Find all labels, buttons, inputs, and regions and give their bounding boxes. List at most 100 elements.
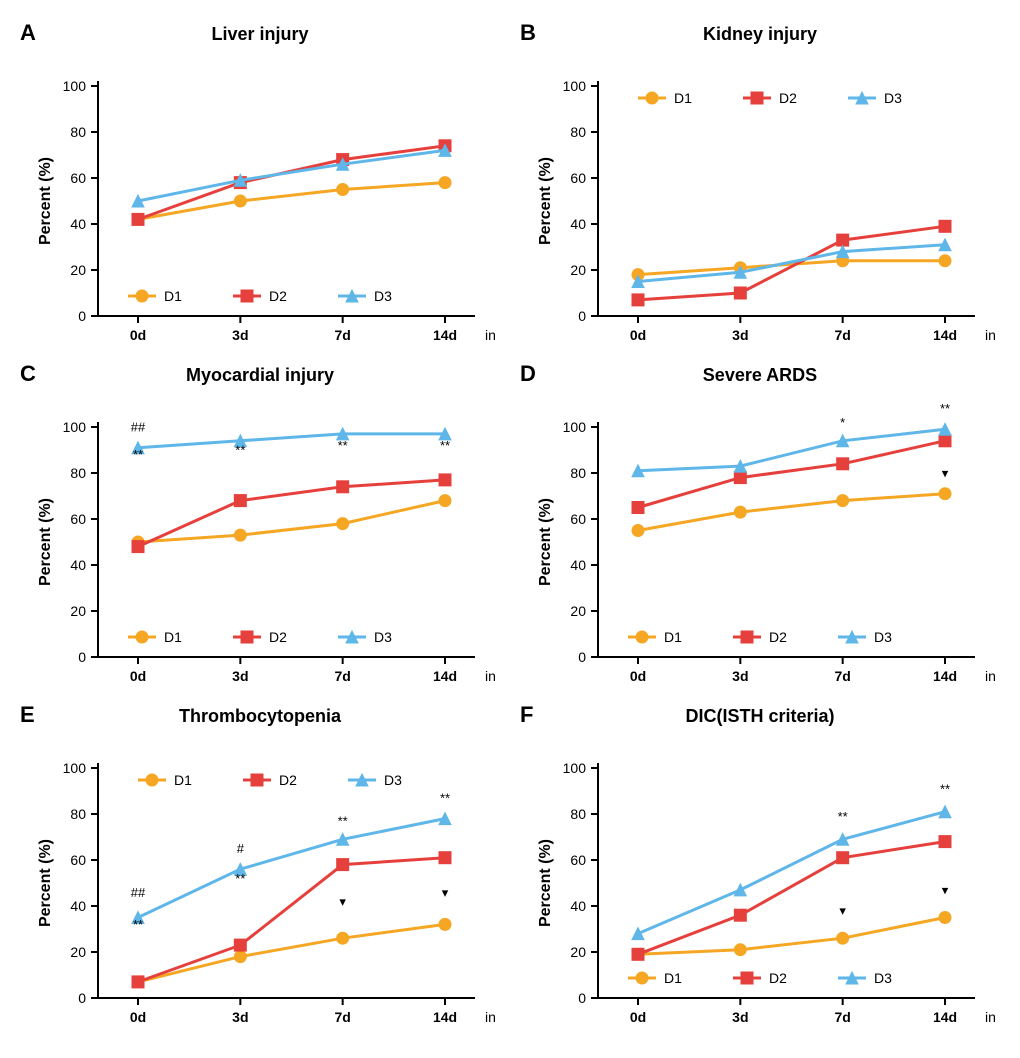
svg-text:3d: 3d	[732, 1009, 748, 1025]
legend: D1D2D3	[128, 629, 392, 645]
svg-text:Percent (%): Percent (%)	[37, 839, 54, 927]
svg-text:in ICU: in ICU	[485, 668, 500, 684]
svg-text:**: **	[338, 438, 348, 453]
chart-svg: 0204060801000d3d7d14din ICUPercent (%)##…	[20, 728, 500, 1058]
svg-text:0: 0	[578, 308, 586, 324]
panel-title: Severe ARDS	[520, 365, 1000, 386]
svg-text:60: 60	[570, 511, 586, 527]
svg-text:Percent (%): Percent (%)	[537, 157, 554, 245]
svg-text:**: **	[133, 447, 143, 462]
svg-text:▾: ▾	[839, 903, 846, 918]
svg-text:7d: 7d	[834, 1009, 850, 1025]
svg-text:100: 100	[563, 78, 587, 94]
legend: D1 D2 D3	[638, 90, 902, 106]
svg-text:**: **	[235, 443, 245, 458]
chart-svg: 0204060801000d3d7d14din ICUPercent (%)D1…	[20, 46, 500, 376]
svg-text:##: ##	[131, 420, 146, 435]
svg-text:**: **	[940, 401, 950, 416]
svg-text:D2: D2	[279, 772, 297, 788]
svg-text:D3: D3	[884, 90, 902, 106]
svg-text:**: **	[440, 438, 450, 453]
svg-text:20: 20	[570, 603, 586, 619]
svg-text:60: 60	[70, 511, 86, 527]
svg-text:100: 100	[563, 419, 587, 435]
chart-svg: 0204060801000d3d7d14din ICUPercent (%)**…	[520, 387, 1000, 717]
svg-text:▾: ▾	[942, 466, 949, 481]
svg-text:60: 60	[570, 852, 586, 868]
svg-text:D1: D1	[664, 970, 682, 986]
svg-text:80: 80	[70, 124, 86, 140]
svg-text:D3: D3	[874, 629, 892, 645]
svg-text:D2: D2	[769, 629, 787, 645]
panel-c: C Myocardial injury 0204060801000d3d7d14…	[20, 361, 500, 692]
svg-text:**: **	[133, 917, 143, 932]
svg-text:D3: D3	[374, 629, 392, 645]
legend: D1D2D3	[138, 772, 402, 788]
svg-text:3d: 3d	[732, 668, 748, 684]
svg-text:*: *	[840, 415, 845, 430]
svg-text:80: 80	[570, 124, 586, 140]
svg-text:0d: 0d	[130, 327, 146, 343]
svg-text:14d: 14d	[933, 327, 957, 343]
svg-text:0d: 0d	[130, 668, 146, 684]
legend: D1D2D3	[128, 288, 392, 304]
panel-title: Thrombocytopenia	[20, 706, 500, 727]
svg-text:▾: ▾	[942, 883, 949, 898]
svg-text:7d: 7d	[334, 327, 350, 343]
legend: D1D2D3	[628, 629, 892, 645]
svg-text:7d: 7d	[334, 668, 350, 684]
panel-title: Kidney injury	[520, 24, 1000, 45]
svg-text:0d: 0d	[630, 327, 646, 343]
svg-text:0: 0	[78, 308, 86, 324]
svg-text:40: 40	[570, 557, 586, 573]
panel-d: D Severe ARDS 0204060801000d3d7d14din IC…	[520, 361, 1000, 692]
svg-text:3d: 3d	[232, 1009, 248, 1025]
chart-grid: A Liver injury 0204060801000d3d7d14din I…	[20, 20, 1000, 1033]
svg-text:**: **	[838, 809, 848, 824]
svg-text:7d: 7d	[334, 1009, 350, 1025]
svg-text:20: 20	[70, 262, 86, 278]
svg-text:0: 0	[578, 649, 586, 665]
svg-text:#: #	[237, 841, 245, 856]
svg-text:40: 40	[70, 216, 86, 232]
svg-text:Percent (%): Percent (%)	[537, 498, 554, 586]
svg-text:40: 40	[70, 898, 86, 914]
chart-svg: 0204060801000d3d7d14din ICUPercent (%)D1…	[520, 46, 1000, 376]
svg-text:D3: D3	[384, 772, 402, 788]
svg-text:D3: D3	[374, 288, 392, 304]
svg-text:D2: D2	[269, 629, 287, 645]
svg-text:100: 100	[63, 760, 87, 776]
svg-text:Percent (%): Percent (%)	[37, 498, 54, 586]
svg-text:80: 80	[570, 465, 586, 481]
svg-text:0d: 0d	[630, 1009, 646, 1025]
svg-text:D2: D2	[779, 90, 797, 106]
svg-text:14d: 14d	[933, 1009, 957, 1025]
svg-text:0d: 0d	[630, 668, 646, 684]
panel-a: A Liver injury 0204060801000d3d7d14din I…	[20, 20, 500, 351]
panel-title: DIC(ISTH criteria)	[520, 706, 1000, 727]
svg-text:100: 100	[63, 419, 87, 435]
svg-text:D1: D1	[674, 90, 692, 106]
svg-text:80: 80	[70, 465, 86, 481]
svg-text:14d: 14d	[433, 1009, 457, 1025]
panel-title: Myocardial injury	[20, 365, 500, 386]
svg-text:**: **	[235, 871, 245, 886]
svg-text:20: 20	[570, 944, 586, 960]
svg-text:100: 100	[63, 78, 87, 94]
svg-text:40: 40	[570, 216, 586, 232]
legend: D1D2D3	[628, 970, 892, 986]
svg-text:20: 20	[70, 603, 86, 619]
svg-text:14d: 14d	[433, 668, 457, 684]
svg-text:0: 0	[578, 990, 586, 1006]
panel-e: E Thrombocytopenia 0204060801000d3d7d14d…	[20, 702, 500, 1033]
svg-text:3d: 3d	[232, 327, 248, 343]
chart-svg: 0204060801000d3d7d14din ICUPercent (%)##…	[20, 387, 500, 717]
svg-text:in ICU: in ICU	[485, 327, 500, 343]
svg-text:D2: D2	[769, 970, 787, 986]
svg-text:7d: 7d	[834, 327, 850, 343]
svg-text:20: 20	[570, 262, 586, 278]
svg-text:in ICU: in ICU	[485, 1009, 500, 1025]
svg-text:D2: D2	[269, 288, 287, 304]
chart-svg: 0204060801000d3d7d14din ICUPercent (%)**…	[520, 728, 1000, 1058]
svg-text:3d: 3d	[232, 668, 248, 684]
